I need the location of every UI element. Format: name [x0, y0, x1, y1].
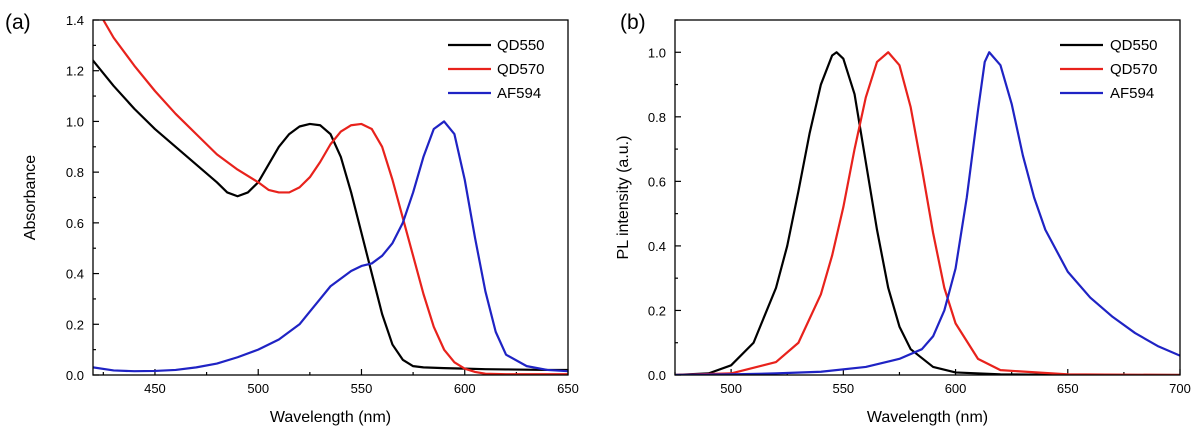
y-tick-label: 0.0 — [66, 368, 84, 383]
x-tick-label: 550 — [351, 381, 373, 396]
legend-label-qd570: QD570 — [1110, 61, 1158, 78]
x-tick-label: 550 — [832, 381, 854, 396]
plot-frame — [674, 19, 1181, 376]
x-tick-label: 500 — [247, 381, 269, 396]
legend: QD550 QD570 AF594 — [1060, 37, 1158, 102]
y-tick-label: 0.2 — [648, 303, 666, 318]
series-line-af594 — [93, 120, 568, 373]
y-tick-label: 0.2 — [66, 317, 84, 332]
x-tick-label: 600 — [945, 381, 967, 396]
y-axis-title: PL intensity (a.u.) — [615, 136, 632, 260]
y-tick-label: 0.8 — [648, 110, 666, 125]
legend-label-qd550: QD550 — [497, 37, 545, 54]
x-tick-label: 600 — [454, 381, 476, 396]
y-tick-label: 0.4 — [66, 267, 84, 282]
x-tick-label: 700 — [1169, 381, 1191, 396]
x-tick-label: 650 — [557, 381, 579, 396]
y-tick-label: 0.6 — [66, 216, 84, 231]
y-tick-label: 1.0 — [66, 114, 84, 129]
x-tick-label: 500 — [720, 381, 742, 396]
series-line-qd550 — [675, 51, 1180, 375]
legend-label-qd550: QD550 — [1110, 37, 1158, 54]
x-axis-title: Wavelength (nm) — [270, 409, 391, 426]
y-tick-label: 0.4 — [648, 239, 666, 254]
series-line-qd570 — [102, 20, 568, 375]
x-tick-label: 650 — [1057, 381, 1079, 396]
y-tick-label: 0.8 — [66, 165, 84, 180]
y-axis-title: Absorbance — [22, 155, 39, 240]
chart-panel-b: (b) 500 550 600 650 700 0.0 0.2 0.4 0.6 0.8 1.0 Wave… — [615, 11, 1191, 426]
legend: QD550 QD570 AF594 — [448, 37, 545, 102]
y-tick-label: 1.0 — [648, 45, 666, 60]
panel-label: (a) — [5, 11, 31, 34]
legend-label-qd570: QD570 — [497, 61, 545, 78]
series-line-qd570 — [675, 51, 1180, 375]
legend-label-af594: AF594 — [1110, 85, 1154, 102]
x-tick-label: 450 — [144, 381, 166, 396]
y-tick-label: 1.2 — [66, 64, 84, 79]
chart-panel-a: (a) 450 500 550 600 650 0.0 0.2 0.4 0.6 0.8 1.0 1.2 1… — [5, 11, 579, 426]
legend-label-af594: AF594 — [497, 85, 541, 102]
series-line-qd550 — [93, 59, 568, 372]
x-axis-title: Wavelength (nm) — [867, 409, 988, 426]
panel-label: (b) — [620, 11, 646, 34]
series-line-af594 — [675, 51, 1180, 375]
y-tick-label: 0.0 — [648, 368, 666, 383]
y-tick-label: 1.4 — [66, 13, 84, 28]
plot-frame — [92, 19, 569, 376]
y-tick-label: 0.6 — [648, 174, 666, 189]
